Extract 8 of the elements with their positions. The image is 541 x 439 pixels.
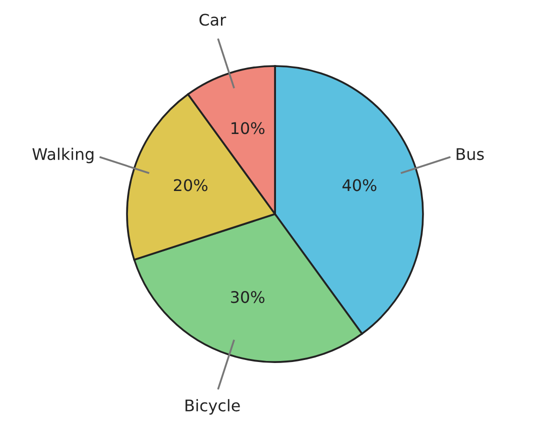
slice-label: Car — [199, 14, 226, 26]
slice-label: Walking — [32, 148, 94, 164]
slice-label: Bicycle — [186, 399, 240, 415]
slice-label: Bus — [456, 148, 484, 160]
data-label: 10% — [232, 122, 264, 134]
data-label: 40% — [342, 179, 376, 192]
data-label: 30% — [231, 291, 264, 304]
data-label: 20% — [174, 179, 208, 192]
